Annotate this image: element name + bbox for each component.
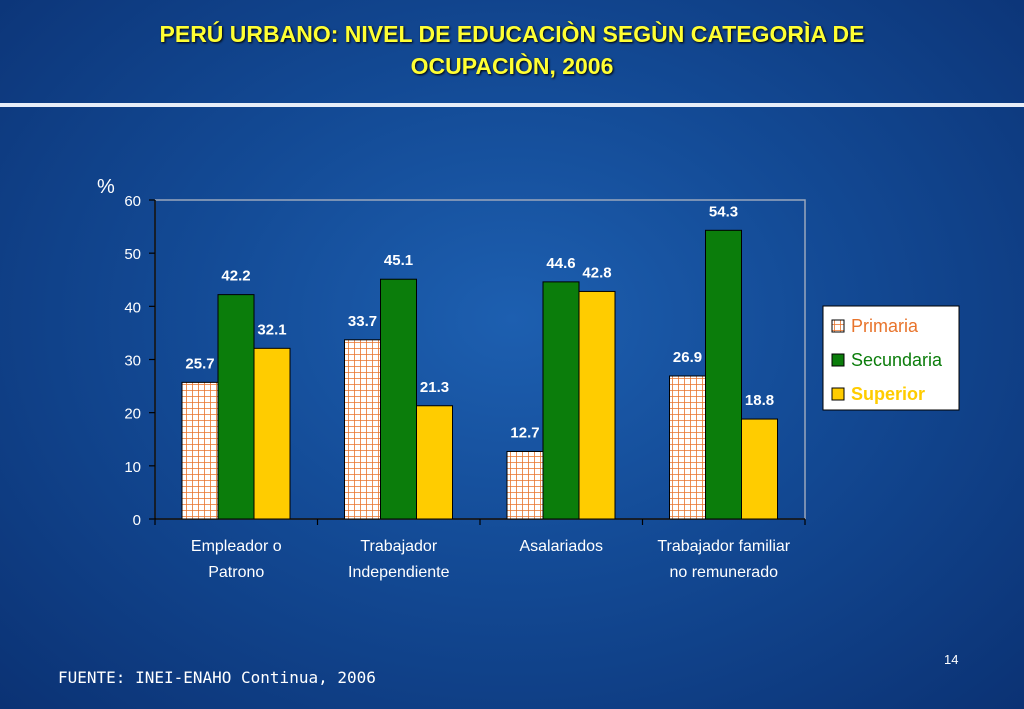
data-label: 21.3 [420,379,449,396]
bar-superior [578,290,616,520]
legend-box [822,305,960,411]
legend-label-primaria: Primaria [851,316,919,336]
slide-title-line-1: PERÚ URBANO: NIVEL DE EDUCACIÒN SEGÙN CA… [159,21,865,47]
y-tick-label: 20 [124,406,141,423]
legend-label-secundaria: Secundaria [851,350,943,370]
data-label: 26.9 [673,349,702,366]
y-tick-label: 30 [124,353,141,370]
bar-superior [416,405,453,520]
bar-secundaria [705,229,742,520]
x-tick-label: no remunerado [669,564,778,581]
legend-swatch-superior [831,387,845,401]
bar-primaria [181,381,219,520]
data-label: 54.3 [709,203,738,220]
slide-title-line-2: OCUPACIÒN, 2006 [410,53,614,79]
legend-label-superior: Superior [851,384,925,404]
data-label: 18.8 [745,392,774,409]
x-tick-label: Independiente [348,564,450,581]
page-number: 14 [944,652,959,667]
y-tick-label: 0 [133,512,141,529]
title-divider [0,103,1024,107]
legend-swatch-primaria [831,319,845,333]
y-tick-label: 10 [124,459,141,476]
bar-superior [253,347,291,520]
bar-primaria [506,450,544,520]
legend-swatch-secundaria [831,353,845,367]
data-label: 32.1 [257,321,286,338]
data-label: 44.6 [546,255,575,272]
y-tick-label: 50 [124,246,141,263]
source-note: FUENTE: INEI-ENAHO Continua, 2006 [58,668,376,687]
x-tick-label: Trabajador [360,538,437,555]
y-axis-label: % [97,176,115,198]
x-tick-label: Trabajador familiar [657,538,790,555]
bar-secundaria [217,294,255,520]
data-label: 45.1 [384,252,413,269]
data-label: 25.7 [185,355,214,372]
slide-title: PERÚ URBANO: NIVEL DE EDUCACIÒN SEGÙN CA… [0,18,1024,82]
bar-secundaria [542,281,580,520]
bar-primaria [344,339,381,520]
bar-primaria [669,375,706,520]
x-tick-label: Empleador o [191,538,282,555]
bar-secundaria [380,278,417,520]
x-tick-label: Patrono [208,564,264,581]
bar-superior [741,418,778,520]
data-label: 33.7 [348,313,377,330]
data-label: 42.8 [582,264,611,281]
y-tick-label: 60 [124,193,141,210]
data-label: 12.7 [510,424,539,441]
y-tick-label: 40 [124,299,141,316]
data-label: 42.2 [221,268,250,285]
x-tick-label: Asalariados [519,538,603,555]
